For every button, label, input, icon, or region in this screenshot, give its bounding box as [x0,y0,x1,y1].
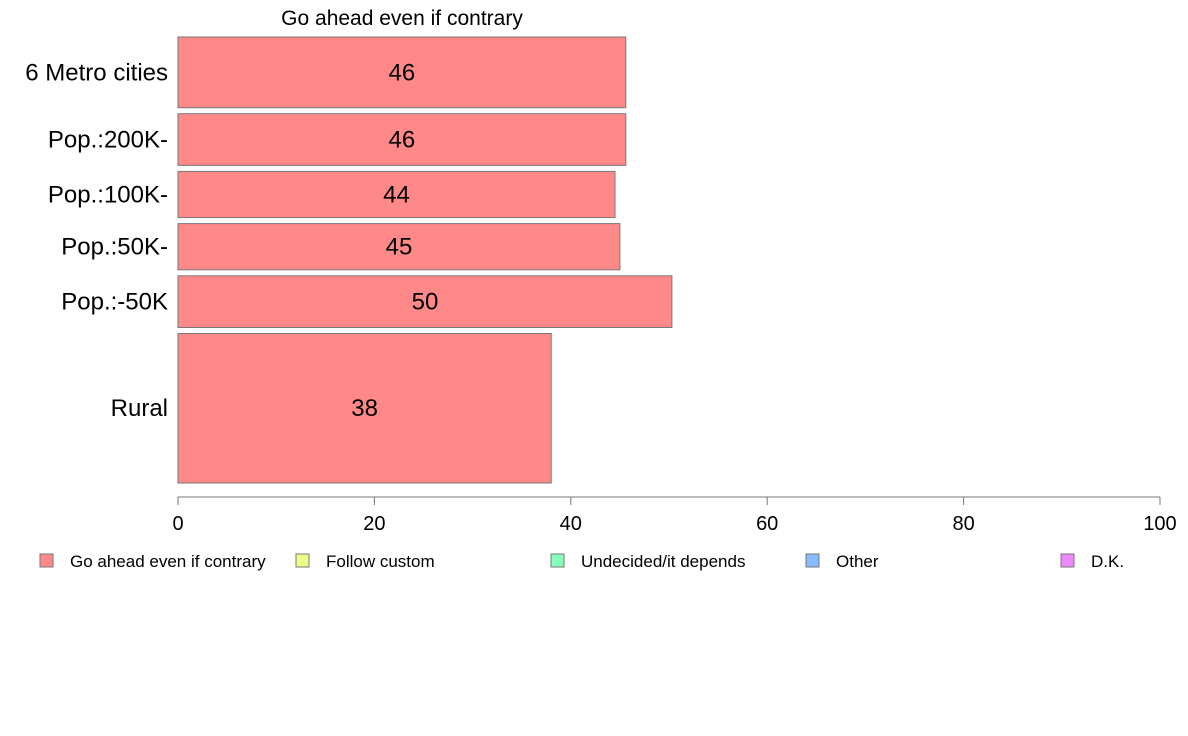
legend-label: D.K. [1091,552,1124,571]
bar-4 [177,275,673,328]
category-label: Pop.:200K- [48,127,168,154]
chart-title: Go ahead even if contrary [281,7,523,30]
legend-label: Go ahead even if contrary [70,552,266,571]
bar-value-label: 38 [351,395,378,422]
bar-value-label: 45 [386,234,413,261]
bar-value-label: 46 [389,59,416,86]
legend-swatch [39,553,54,568]
category-label: Pop.:50K- [61,234,168,261]
legend-label: Other [836,552,879,571]
x-tick-label: 20 [363,513,385,535]
bar-value-label: 46 [389,127,416,154]
legend-label: Undecided/it depends [581,552,745,571]
bar-3 [177,223,621,271]
legend-swatch [805,553,820,568]
bar-1 [177,113,627,166]
category-label: Pop.:-50K [61,289,168,316]
x-tick-label: 100 [1143,513,1176,535]
bar-2 [177,170,616,219]
legend-label: Follow custom [326,552,435,571]
bars-group: 46 6 Metro cities 46 Pop.:200K- 44 Pop.:100K-… [25,36,673,484]
category-label: Rural [111,395,168,422]
bar-5 [177,333,552,484]
legend-swatch [295,553,310,568]
legend: Go ahead even if contrary Follow custom Un… [39,552,1124,571]
legend-swatch [550,553,565,568]
x-tick-label: 80 [952,513,974,535]
bar-0 [177,36,627,109]
x-tick-label: 40 [560,513,582,535]
legend-swatch [1060,553,1075,568]
bar-value-label: 50 [412,289,439,316]
x-tick-label: 0 [172,513,183,535]
x-axis: 0 20 40 60 80 100 [172,496,1177,535]
x-tick-label: 60 [756,513,778,535]
bar-value-label: 44 [383,182,410,209]
category-label: Pop.:100K- [48,182,168,209]
category-label: 6 Metro cities [25,59,168,86]
